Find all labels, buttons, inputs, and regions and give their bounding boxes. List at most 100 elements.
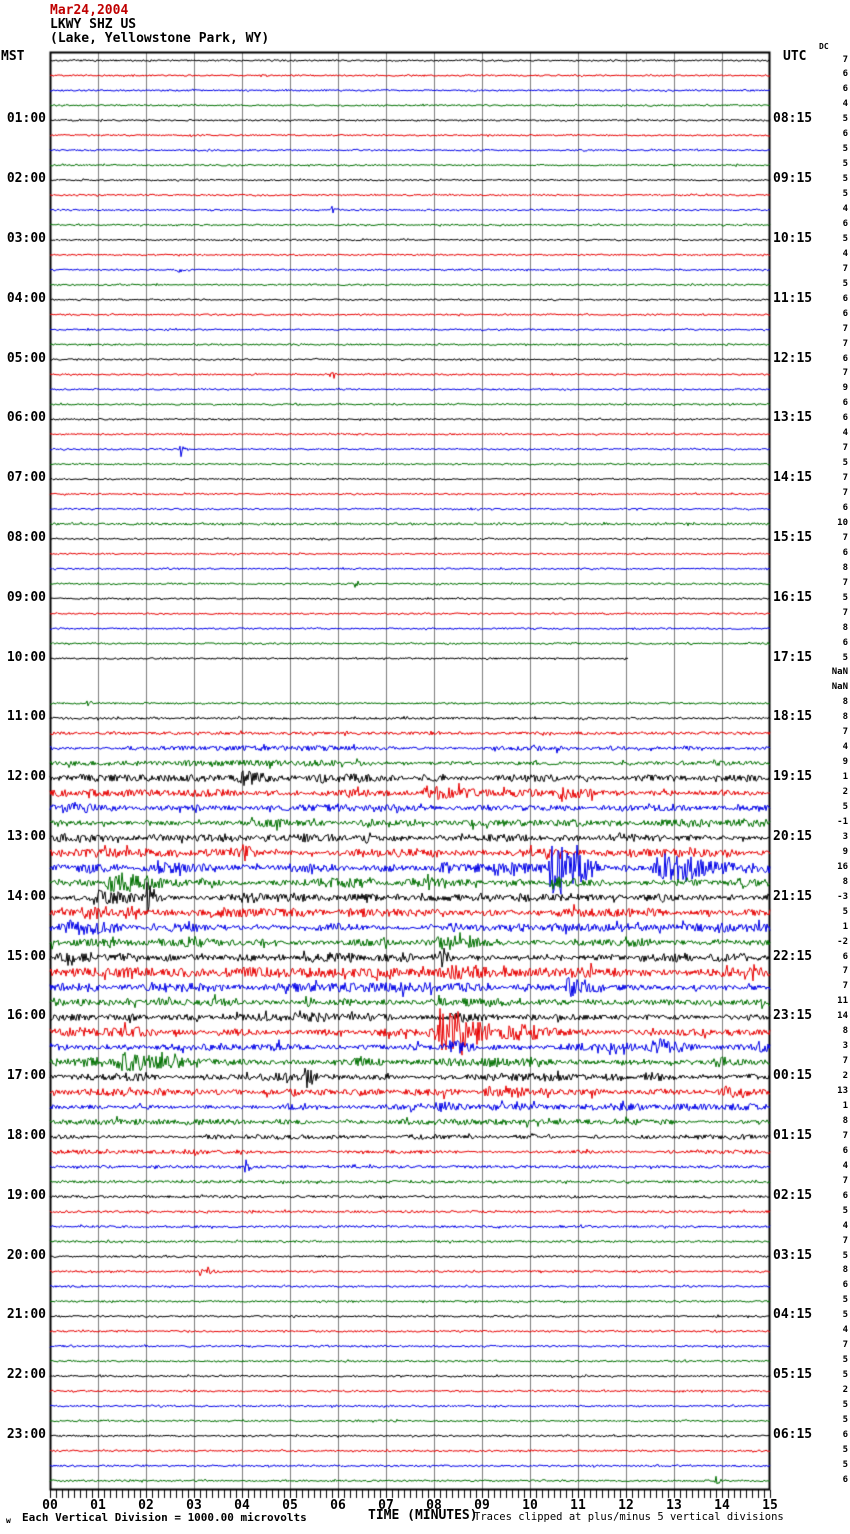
trace-edge-value: NaN (831, 667, 848, 678)
trace-edge-value: 6 (842, 84, 848, 95)
minute-tick-label: 00 (42, 1498, 58, 1513)
trace-edge-value: 1 (842, 1101, 848, 1111)
trace-edge-value: -2 (837, 936, 848, 947)
trace-edge-value: 7 (842, 966, 848, 977)
trace-edge-value: 6 (842, 1429, 848, 1440)
title-station: LKWY SHZ US (50, 17, 137, 32)
trace-edge-value: 6 (842, 1280, 848, 1291)
trace-edge-value: 9 (842, 383, 848, 394)
title-date: Mar24,2004 (50, 3, 129, 18)
trace-edge-value: 5 (842, 592, 848, 603)
mst-hour-label: 10:00 (6, 649, 46, 665)
trace-edge-value: 8 (842, 712, 848, 723)
trace-edge-value: 2 (842, 1385, 848, 1396)
utc-hour-label: 14:15 (773, 470, 813, 486)
trace-edge-value: 7 (842, 1175, 848, 1186)
utc-hour-label: 21:15 (773, 888, 813, 904)
utc-hour-label: 09:15 (773, 171, 813, 187)
minute-tick-label: 14 (714, 1498, 730, 1513)
trace-edge-value: 9 (842, 757, 848, 768)
minute-tick-label: 08 (426, 1498, 442, 1513)
utc-hour-label: 11:15 (773, 290, 813, 306)
utc-hour-label: 17:15 (773, 649, 813, 665)
mst-hour-label: 03:00 (6, 230, 46, 246)
minute-tick-label: 13 (666, 1498, 682, 1513)
minute-tick-label: 02 (138, 1498, 154, 1513)
utc-hour-label: 06:15 (773, 1426, 813, 1442)
mst-hour-label: 20:00 (6, 1247, 46, 1263)
trace-edge-value: 7 (842, 607, 848, 618)
trace-edge-value: 5 (842, 159, 848, 170)
trace-edge-value: 11 (837, 996, 848, 1007)
trace-edge-value: 7 (842, 443, 848, 454)
trace-edge-value: 1 (842, 772, 848, 783)
trace-edge-value: 9 (842, 846, 848, 857)
mst-hour-label: 23:00 (6, 1426, 46, 1442)
trace-edge-value: 4 (842, 428, 848, 439)
trace-edge-value: 5 (842, 1459, 848, 1470)
mst-hour-label: 12:00 (6, 769, 46, 785)
trace-edge-value: 6 (842, 218, 848, 229)
trace-edge-value: 7 (842, 1235, 848, 1246)
trace-edge-value: 16 (837, 861, 848, 872)
utc-hour-label: 16:15 (773, 589, 813, 605)
mst-hour-label: 11:00 (6, 709, 46, 725)
minute-tick-label: 09 (474, 1498, 490, 1513)
trace-edge-value: 5 (842, 278, 848, 289)
corner-glyph: w (6, 1516, 11, 1525)
trace-edge-value: 4 (842, 1325, 848, 1336)
trace-edge-value: 6 (842, 398, 848, 409)
trace-edge-value: 10 (837, 517, 848, 528)
trace-edge-value: 5 (842, 1370, 848, 1381)
utc-hour-label: 15:15 (773, 529, 813, 545)
trace-edge-value: 5 (842, 114, 848, 125)
trace-edge-value: -1 (837, 816, 848, 827)
trace-edge-value: 7 (842, 727, 848, 738)
dc-label: DC (819, 42, 829, 51)
mst-hour-label: 15:00 (6, 948, 46, 964)
trace-edge-value: 7 (842, 1340, 848, 1351)
utc-hour-label: 12:15 (773, 350, 813, 366)
mst-hour-label: 13:00 (6, 828, 46, 844)
trace-edge-value: 7 (842, 473, 848, 484)
clip-note: Traces clipped at plus/minus 5 vertical … (474, 1511, 784, 1523)
mst-hour-label: 01:00 (6, 111, 46, 127)
mst-hour-label: 14:00 (6, 888, 46, 904)
minute-tick-label: 01 (90, 1498, 106, 1513)
trace-edge-value: NaN (831, 682, 848, 693)
trace-edge-value: 7 (842, 1056, 848, 1067)
trace-edge-value: 5 (842, 1310, 848, 1321)
trace-edge-value: 14 (837, 1011, 848, 1022)
trace-edge-value: 5 (842, 1205, 848, 1216)
trace-edge-value: 8 (842, 1026, 848, 1037)
trace-edge-value: 5 (842, 906, 848, 917)
mst-hour-label: 05:00 (6, 350, 46, 366)
trace-edge-value: 8 (842, 697, 848, 708)
scale-note: Each Vertical Division = 1000.00 microvo… (22, 1511, 307, 1524)
mst-hour-label: 08:00 (6, 529, 46, 545)
trace-edge-value: 13 (837, 1086, 848, 1097)
trace-edge-value: 6 (842, 129, 848, 140)
minute-tick-label: 11 (570, 1498, 586, 1513)
mst-hour-label: 21:00 (6, 1307, 46, 1323)
x-axis-label: TIME (MINUTES) (368, 1508, 478, 1523)
trace-edge-value: 6 (842, 503, 848, 513)
trace-edge-value: 5 (842, 1444, 848, 1455)
trace-edge-value: 3 (842, 1041, 848, 1052)
trace-edge-value: 4 (842, 99, 848, 110)
minute-tick-label: 06 (330, 1498, 346, 1513)
trace-edge-value: 8 (842, 876, 848, 887)
trace-edge-value: 7 (842, 488, 848, 499)
trace-edge-value: 6 (842, 413, 848, 424)
minute-tick-label: 07 (378, 1498, 394, 1513)
minute-tick-label: 15 (762, 1498, 778, 1513)
trace-edge-value: 6 (842, 293, 848, 304)
trace-edge-value: 6 (842, 308, 848, 319)
minute-tick-label: 03 (186, 1498, 202, 1513)
utc-hour-label: 10:15 (773, 230, 813, 246)
trace-edge-value: 2 (842, 1071, 848, 1082)
trace-edge-value: 6 (842, 1474, 848, 1485)
trace-edge-value: 7 (842, 1130, 848, 1141)
trace-edge-value: 7 (842, 323, 848, 334)
